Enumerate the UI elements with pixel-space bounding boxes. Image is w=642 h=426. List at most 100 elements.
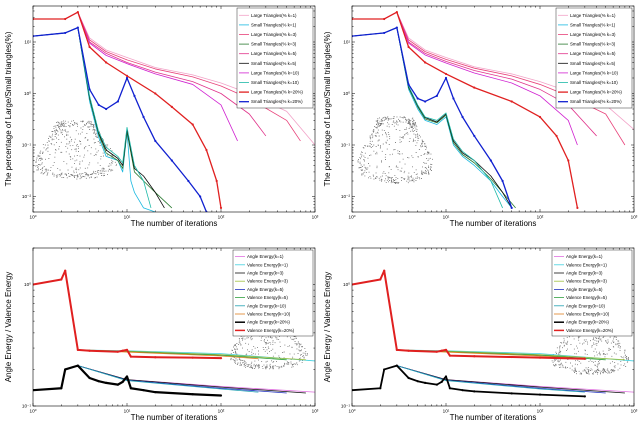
legend-entry: Valence Energy(k=10) (247, 312, 291, 317)
legend-entry: Angle Energy(k=1) (566, 254, 603, 259)
x-tick-label: 10⁰ (30, 215, 37, 220)
series-lines (352, 269, 634, 398)
data-point (489, 159, 492, 162)
x-tick-label: 10¹ (443, 215, 450, 220)
data-point (116, 383, 119, 386)
plot-frame (32, 247, 316, 407)
data-point (116, 100, 119, 103)
y-tick-label: 10⁻¹ (22, 143, 32, 148)
legend-entry: Small Triangles(% k=5) (570, 61, 616, 66)
y-tick-label: 10⁰ (24, 91, 31, 96)
legend-entry: Valence Energy(k=3) (566, 279, 607, 284)
data-point (60, 278, 63, 281)
data-point (473, 355, 476, 358)
data-point (538, 115, 542, 119)
data-point (142, 389, 145, 392)
y-tick-label: 10⁻² (341, 194, 351, 199)
series-lines (33, 269, 315, 397)
data-point (219, 356, 223, 360)
data-point (125, 375, 129, 378)
data-point (444, 76, 448, 80)
data-point (424, 381, 427, 384)
series-line-8 (352, 364, 585, 398)
data-point (435, 94, 438, 97)
legend-entry: Large Triangles(% k=3) (570, 32, 616, 37)
legend-box (236, 7, 314, 109)
legend-entry: Valence Energy(k=1) (566, 262, 607, 267)
data-point (510, 100, 513, 103)
data-point (125, 348, 129, 351)
data-point (583, 395, 586, 398)
data-point (452, 97, 455, 100)
data-point (129, 355, 132, 358)
legend-entry: Large Triangles(% k=5) (570, 51, 616, 56)
legend-entry: Small Triangles(% k=1) (251, 22, 297, 27)
y-tick-label: 10⁻¹ (22, 404, 32, 409)
legend-entry: Small Triangles(% k=20%) (570, 99, 622, 104)
y-tick-label: 10¹ (343, 40, 350, 45)
data-point (76, 11, 79, 14)
legend-entry: Small Triangles(% k=20%) (251, 99, 303, 104)
x-tick-label: 10³ (631, 215, 638, 220)
data-point (416, 380, 419, 383)
legend-entry: Valence Energy(k=20%) (247, 328, 295, 333)
legend-entry: Valence Energy(k=10) (566, 312, 610, 317)
data-point (383, 17, 386, 21)
legend-entry: Angle Energy(k=20%) (247, 320, 290, 325)
data-point (395, 26, 398, 29)
plot-frame (351, 5, 635, 213)
legend-entry: Large Triangles(% k=10) (251, 70, 299, 75)
x-tick-label: 10⁰ (349, 409, 356, 414)
data-point (64, 17, 67, 21)
data-point (416, 97, 419, 100)
legend-entry: Valence Energy(k=20%) (566, 328, 614, 333)
series-line-9 (352, 26, 513, 209)
legend-box (555, 7, 633, 109)
data-point (395, 364, 398, 367)
data-point (205, 148, 208, 152)
data-point (154, 139, 157, 143)
y-axis-label: The percentage of Large/Small triangles(… (4, 31, 13, 186)
x-tick-label: 10² (218, 409, 225, 414)
data-point (424, 100, 427, 103)
data-point (154, 391, 157, 394)
data-point (407, 349, 410, 352)
data-point (383, 368, 386, 371)
data-point (440, 380, 443, 383)
data-point (444, 348, 448, 351)
x-tick-label: 10² (537, 409, 544, 414)
data-point (88, 349, 91, 352)
data-point (64, 269, 67, 272)
data-point (440, 349, 443, 352)
x-axis-label: The number of iterations (450, 413, 537, 422)
x-tick-label: 10³ (312, 215, 319, 220)
data-point (191, 393, 194, 396)
data-point (395, 348, 398, 351)
legend-entry: Angle Energy(k=3) (247, 271, 284, 276)
data-point (154, 356, 157, 359)
legend-entry: Small Triangles(% k=3) (570, 42, 616, 47)
legend-entry: Angle Energy(k=5) (566, 287, 603, 292)
data-point (76, 364, 79, 367)
legend-entry: Angle Energy(k=10) (247, 303, 286, 308)
data-point (383, 269, 386, 272)
data-point (435, 383, 438, 386)
x-tick-label: 10² (537, 215, 544, 220)
x-axis-label: The number of iterations (131, 219, 218, 228)
x-axis-label: The number of iterations (131, 413, 218, 422)
x-tick-label: 10³ (631, 409, 638, 414)
data-point (444, 72, 448, 76)
series-line-8 (352, 11, 579, 209)
data-point (219, 394, 223, 397)
legend-entry: Valence Energy(k=1) (247, 262, 288, 267)
data-point (510, 355, 513, 359)
data-point (538, 356, 542, 359)
data-point (125, 76, 129, 80)
data-point (501, 179, 504, 183)
data-point (407, 45, 410, 49)
legend-entry: Large Triangles(% k=1) (570, 13, 616, 18)
series-line-9 (33, 269, 222, 360)
data-point (448, 387, 451, 390)
data-point (461, 115, 464, 119)
data-point (170, 105, 173, 108)
